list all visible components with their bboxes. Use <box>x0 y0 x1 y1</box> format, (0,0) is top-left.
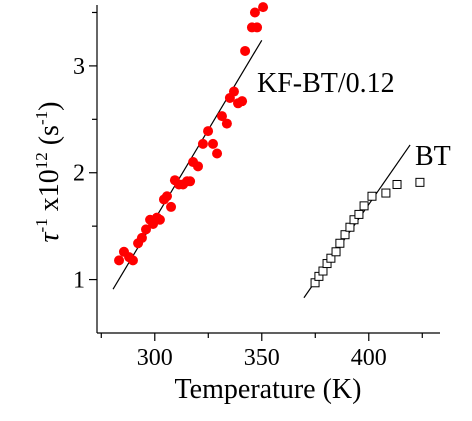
point <box>127 255 138 266</box>
y-tick-label: 2 <box>73 161 85 187</box>
point <box>212 148 223 159</box>
point <box>318 266 328 276</box>
series-label: BT <box>415 141 451 172</box>
y-tick-label: 1 <box>73 268 85 294</box>
point <box>335 238 345 248</box>
point <box>166 201 177 212</box>
point <box>141 224 152 235</box>
series-label: KF-BT/0.12 <box>257 68 395 99</box>
point <box>193 161 204 172</box>
y-label-part: 12 <box>32 152 51 169</box>
y-label-part: (s <box>34 125 65 152</box>
point <box>415 177 425 187</box>
point <box>207 138 218 149</box>
point <box>203 126 214 137</box>
y-label-part: ) <box>34 102 65 111</box>
point <box>221 118 232 129</box>
point <box>326 253 336 263</box>
point <box>228 86 239 97</box>
point <box>216 111 227 122</box>
y-tick-label: 3 <box>73 54 85 80</box>
point <box>367 191 377 201</box>
point <box>392 179 402 189</box>
point <box>381 188 391 198</box>
point <box>136 232 147 243</box>
y-label-part: -1 <box>32 111 51 125</box>
point <box>359 201 369 211</box>
point <box>197 138 208 149</box>
point <box>161 191 172 202</box>
x-tick-label: 400 <box>351 345 387 371</box>
point <box>237 96 248 107</box>
point <box>354 209 364 219</box>
y-label-part: τ <box>34 231 65 242</box>
point <box>331 247 341 257</box>
x-tick-label: 300 <box>137 345 173 371</box>
point <box>340 230 350 240</box>
y-label-part: -1 <box>32 218 51 232</box>
point <box>349 215 359 225</box>
x-axis-label: Temperature (K) <box>175 374 362 405</box>
y-axis-label: τ-1 x1012 (s-1) <box>32 102 65 243</box>
point <box>345 222 355 232</box>
point <box>154 214 165 225</box>
x-tick-label: 350 <box>244 345 280 371</box>
fit-line <box>112 39 263 290</box>
point <box>240 45 251 56</box>
point <box>258 2 269 13</box>
point <box>185 176 196 187</box>
point <box>249 7 260 18</box>
y-label-part: x10 <box>34 169 65 218</box>
point <box>252 22 263 33</box>
point <box>114 255 125 266</box>
